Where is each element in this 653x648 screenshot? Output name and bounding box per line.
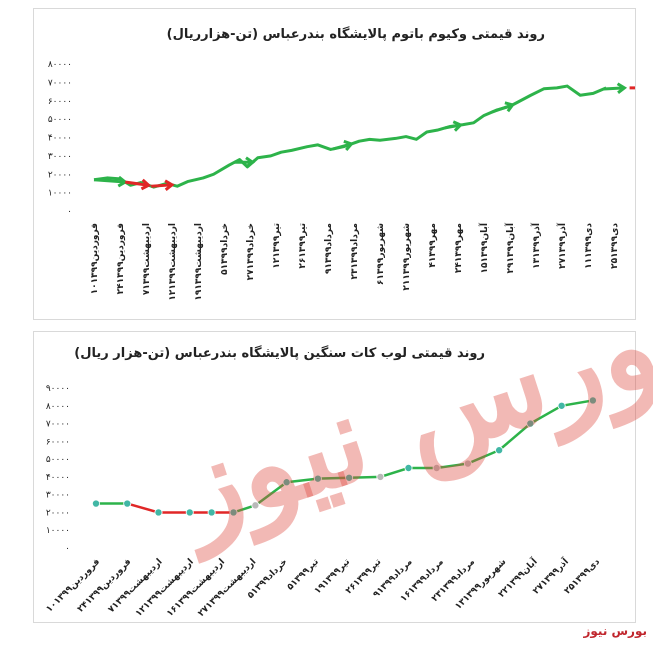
x-tick-label: ۲۴فروردین۱۳۹۹ [116, 223, 126, 294]
data-point [345, 473, 354, 482]
brand-label: بورس نیوز [583, 624, 647, 638]
x-tick-label: ۱۲اردیبهشت۱۳۹۹ [134, 557, 196, 619]
y-tick-label: ۸۰۰۰۰ [48, 60, 72, 70]
trend-arrow-shaft [332, 142, 352, 151]
chart-title: روند قیمتی وکیوم باتوم پالایشگاه بندرعبا… [166, 27, 545, 42]
x-tick-label: ۱۱دی۱۳۹۹ [584, 223, 594, 269]
x-tick-label: ۲۳مرداد۱۳۹۹ [350, 223, 360, 279]
trend-arrow-head [452, 120, 464, 132]
x-tick-label: ۱۰فروردین۱۳۹۹ [90, 223, 100, 294]
x-tick-label: ۱۹اردیبهشت۱۳۹۹ [194, 223, 204, 301]
y-tick-label: ۳۰۰۰۰ [48, 152, 72, 162]
y-tick-label: ۶۰۰۰۰ [48, 97, 72, 107]
heavy-lube-cut-plot: ۰ ۱۰۰۰۰ ۲۰۰۰۰ ۳۰۰۰۰ ۴۰۰۰۰ ۵۰۰۰۰ ۶۰۰۰۰ ۷۰۰۰۰ ۸۰۰۰… [45, 384, 603, 619]
x-tick-label: ۷اردیبهشت۱۳۹۹ [107, 557, 165, 615]
x-tick-label: ۱۰فروردین۱۳۹۹ [45, 557, 103, 615]
x-tick-label: ۴مهر۱۳۹۹ [428, 223, 438, 268]
x-tick-label: ۱۵آبان۱۳۹۹ [478, 222, 490, 273]
x-tick-label: ۲۱شهریور۱۳۹۹ [402, 223, 412, 291]
data-point [557, 401, 566, 410]
x-tick-label: ۲۷خرداد۱۳۹۹ [246, 223, 256, 280]
y-tick-label: ۷۰۰۰۰ [46, 420, 70, 430]
chart-title: روند قیمتی لوب کات سنگین پالایشگاه بندرع… [74, 346, 485, 361]
trend-arrow-head [504, 101, 516, 113]
vacuum-bottom-chart: روند قیمتی وکیوم باتوم پالایشگاه بندرعبا… [33, 8, 636, 320]
y-tick-label: ۹۰۰۰۰ [46, 384, 70, 394]
x-tick-label: ۱۲تیر۱۳۹۹ [272, 223, 282, 269]
data-point [526, 419, 535, 428]
heavy-lube-cut-chart: روند قیمتی لوب کات سنگین پالایشگاه بندرع… [33, 331, 636, 623]
trend-arrow-shaft [124, 180, 149, 187]
data-point [588, 396, 597, 405]
y-tick-label: ۶۰۰۰۰ [46, 437, 70, 447]
data-point [123, 499, 132, 508]
data-point [92, 499, 101, 508]
trend-arrow-head [343, 139, 354, 151]
y-tick-label: ۱۰۰۰۰ [46, 526, 70, 536]
x-tick-label: ۲۴فروردین۱۳۹۹ [76, 557, 134, 615]
trend-arrow-head [164, 179, 175, 191]
y-tick-label: ۴۰۰۰۰ [46, 473, 70, 483]
series-line-decline [126, 502, 234, 514]
data-point [495, 446, 504, 455]
x-tick-label: ۲۹آبان۱۳۹۹ [504, 222, 516, 273]
trend-arrow-head [616, 82, 628, 94]
data-point [229, 508, 238, 517]
data-point [154, 508, 163, 517]
x-tick-label: ۲۵دی۱۳۹۹ [610, 223, 620, 269]
y-tick-label: ۸۰۰۰۰ [46, 402, 70, 412]
y-tick-label: ۰ [67, 207, 72, 217]
trend-arrow-shaft [151, 183, 173, 188]
x-tick-label: ۲۷اردیبهشت۱۳۹۹ [196, 557, 258, 619]
x-tick-label: ۲۷آذر۱۳۹۹ [556, 222, 568, 269]
data-point [432, 463, 441, 472]
data-point [463, 459, 472, 468]
trend-arrow-shaft [93, 178, 126, 184]
y-tick-label: ۲۰۰۰۰ [46, 508, 70, 518]
data-point [282, 478, 291, 487]
y-tick-label: ۳۰۰۰۰ [46, 491, 70, 501]
x-tick-label: ۹مرداد۱۳۹۹ [324, 223, 334, 274]
data-point [313, 474, 322, 483]
series-line [93, 84, 607, 189]
trend-arrow-shaft [603, 86, 625, 91]
y-tick-label: ۲۰۰۰۰ [48, 170, 72, 180]
y-tick-label: ۱۰۰۰۰ [48, 189, 72, 199]
data-point [404, 463, 413, 472]
y-tick-label: ۷۰۰۰۰ [48, 78, 72, 88]
x-tick-label: ۷اردیبهشت۱۳۹۹ [142, 223, 152, 295]
trend-arrow-head [140, 178, 152, 191]
data-point [185, 508, 194, 517]
x-tick-label: ۲۶تیر۱۳۹۹ [298, 223, 308, 269]
x-tick-label: ۱۲اردیبهشت۱۳۹۹ [168, 223, 178, 301]
y-tick-label: ۵۰۰۰۰ [48, 115, 72, 125]
x-tick-label: ۱۳آذر۱۳۹۹ [530, 222, 542, 269]
x-tick-label: ۵خرداد۱۳۹۹ [220, 223, 230, 275]
y-tick-label: ۵۰۰۰۰ [46, 455, 70, 465]
data-point [376, 472, 385, 481]
data-point [207, 508, 216, 517]
x-tick-label: ۲۴مهر۱۳۹۹ [454, 223, 464, 273]
y-tick-label: ۰ [65, 544, 70, 554]
y-tick-label: ۴۰۰۰۰ [48, 134, 72, 144]
data-point [251, 501, 260, 510]
trend-arrow-head [245, 156, 256, 169]
series-line-rise [233, 399, 594, 514]
x-tick-label: ۶شهریور۱۳۹۹ [376, 223, 386, 285]
vacuum-bottom-plot: ۰ ۱۰۰۰۰ ۲۰۰۰۰ ۳۰۰۰۰ ۴۰۰۰۰ ۵۰۰۰۰ ۶۰۰۰۰ ۷۰۰۰۰ ۸۰۰۰… [48, 60, 635, 301]
x-tick-label: ۱۶اردیبهشت۱۳۹۹ [165, 557, 227, 619]
trend-arrow-shaft [491, 103, 514, 114]
